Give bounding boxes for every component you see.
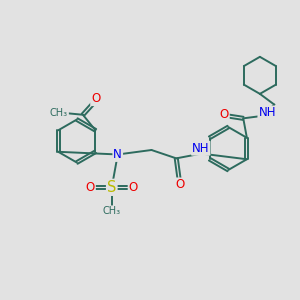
Text: NH: NH [192,142,209,155]
Text: CH₃: CH₃ [50,108,68,118]
Text: CH₃: CH₃ [103,206,121,216]
Text: O: O [129,181,138,194]
Text: O: O [91,92,101,105]
Text: N: N [113,148,122,161]
Text: O: O [220,108,229,121]
Text: O: O [175,178,184,191]
Text: S: S [107,180,116,195]
Text: O: O [86,181,95,194]
Text: NH: NH [258,106,276,119]
